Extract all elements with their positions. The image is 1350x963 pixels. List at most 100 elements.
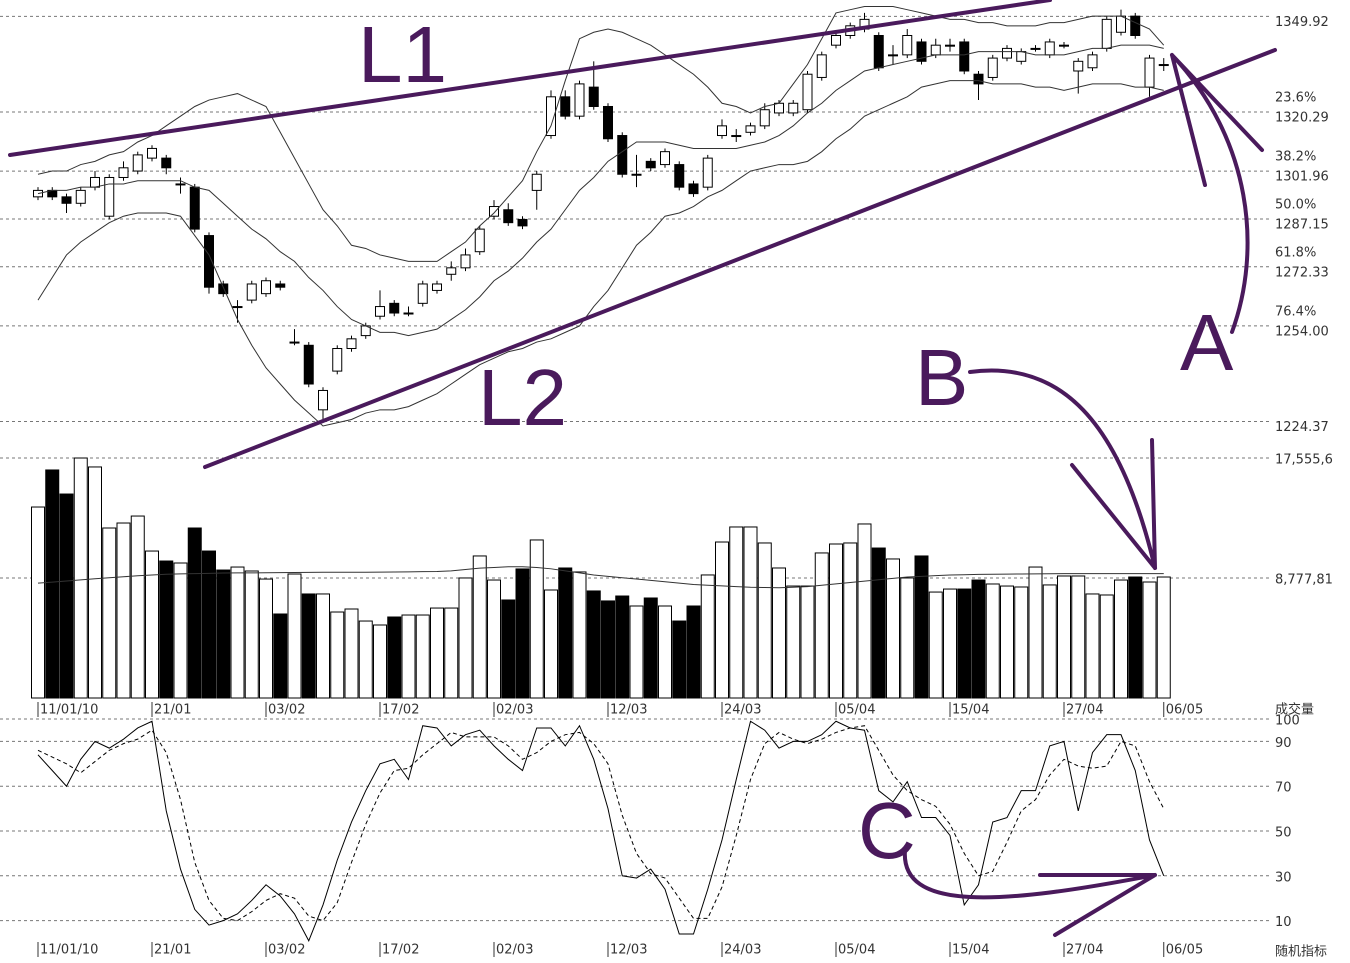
x-tick-label: 17/02: [382, 703, 419, 718]
volume-bar: [387, 616, 402, 699]
volume-bar: [173, 562, 188, 699]
candle-body: [688, 183, 699, 195]
volume-bar: [187, 527, 202, 699]
volume-bar: [615, 595, 630, 699]
volume-bar: [344, 608, 359, 699]
y-tick-label: 1301.96: [1275, 170, 1329, 185]
volume-bar: [116, 522, 131, 699]
candle-body: [759, 109, 770, 127]
candle-body: [232, 306, 243, 309]
candle-body: [132, 154, 143, 172]
candle-body: [945, 44, 955, 47]
volume-bar: [672, 620, 687, 699]
candle-body: [674, 164, 685, 188]
volume-bar: [686, 605, 701, 699]
volume-bar: [629, 605, 644, 699]
volume-bar: [586, 590, 601, 699]
annotation: L2: [478, 353, 567, 442]
volume-bar: [1156, 576, 1171, 699]
x-tick-label: 02/03: [496, 703, 533, 718]
candle-body: [973, 73, 984, 85]
volume-bar: [88, 466, 102, 699]
series-line: [37, 720, 1165, 942]
candle-body: [802, 73, 813, 111]
fib-label: 50.0%: [1275, 197, 1316, 212]
candle-body: [959, 41, 970, 72]
volume-bar: [529, 539, 544, 699]
volume-bar: [358, 620, 373, 699]
annotation: B: [915, 333, 968, 422]
candle-body: [75, 189, 86, 204]
volume-bar: [259, 578, 273, 699]
x-tick-label: 12/03: [610, 703, 647, 718]
trend-line-l2: [203, 48, 1277, 469]
x-tick-label: 03/02: [268, 703, 305, 718]
volume-bar: [914, 555, 929, 699]
volume-bar: [715, 541, 729, 699]
candle-body: [318, 389, 328, 411]
candle-body: [218, 283, 229, 295]
x-tick-label: 05/04: [838, 703, 875, 718]
fib-label: 76.4%: [1275, 304, 1316, 319]
volume-bar: [458, 577, 473, 699]
candle-body: [161, 157, 172, 169]
volume-bar: [1042, 584, 1057, 699]
candle-body: [1101, 18, 1112, 49]
candle-body: [531, 173, 542, 191]
annotation-layer: L1 L2 A B C: [8, 0, 1277, 937]
volume-bar: [145, 550, 159, 699]
candle-body: [1002, 47, 1012, 59]
volume-bar: [230, 566, 245, 699]
volume-bar: [857, 523, 872, 699]
x-tick-label: 27/04: [1066, 703, 1103, 718]
candle-body: [603, 105, 613, 140]
x-tick-label: 15/04: [952, 703, 989, 718]
x-tick-label: 24/03: [724, 703, 761, 718]
volume-bar: [1028, 566, 1043, 699]
candle-body: [303, 344, 314, 385]
volume-bar: [871, 547, 886, 699]
candle-body: [118, 167, 129, 178]
candle-body: [474, 228, 485, 253]
y-tick-label: 8,777,81: [1275, 572, 1333, 587]
volume-bar: [487, 579, 501, 699]
y-tick-label: 50: [1275, 826, 1292, 841]
candle-body: [375, 306, 385, 317]
volume-bar: [216, 569, 231, 699]
volume-bar: [373, 624, 387, 699]
candle-body: [1016, 51, 1027, 62]
candle-body: [1087, 54, 1098, 69]
candle-body: [517, 218, 528, 227]
volume-bar: [301, 593, 316, 699]
candle-body: [1044, 41, 1055, 56]
candle-body: [460, 254, 471, 269]
candle-body: [1073, 60, 1084, 72]
candle-body: [1158, 64, 1169, 67]
candle-body: [147, 147, 157, 159]
series-line: [37, 725, 1165, 922]
volume-bar: [472, 555, 487, 699]
volume-bar: [900, 577, 915, 699]
volume-bar: [287, 573, 302, 699]
y-tick-label: 30: [1275, 870, 1292, 885]
candle-body: [717, 125, 727, 137]
candle-body: [588, 86, 599, 107]
x-tick-label: 03/02: [268, 943, 305, 958]
volume-bar: [102, 527, 117, 699]
series-line: [37, 44, 1164, 337]
volume-bar: [1128, 576, 1143, 699]
y-tick-label: 10: [1275, 915, 1292, 930]
candle-body: [816, 54, 827, 78]
volume-bar: [971, 579, 986, 699]
volume-bar: [886, 558, 900, 699]
volume-bar: [544, 589, 558, 699]
volume-bar: [316, 593, 330, 699]
candle-body: [574, 83, 585, 117]
candle-body: [660, 151, 670, 166]
candle-body: [916, 41, 927, 62]
marks: 1349.92 1320.29 1301.96 1287.15 1272.33 1254.…: [0, 5, 1333, 958]
candle-body: [403, 312, 414, 315]
candle-body: [332, 348, 343, 372]
volume-bar: [130, 515, 145, 699]
candle-body: [1116, 15, 1126, 33]
